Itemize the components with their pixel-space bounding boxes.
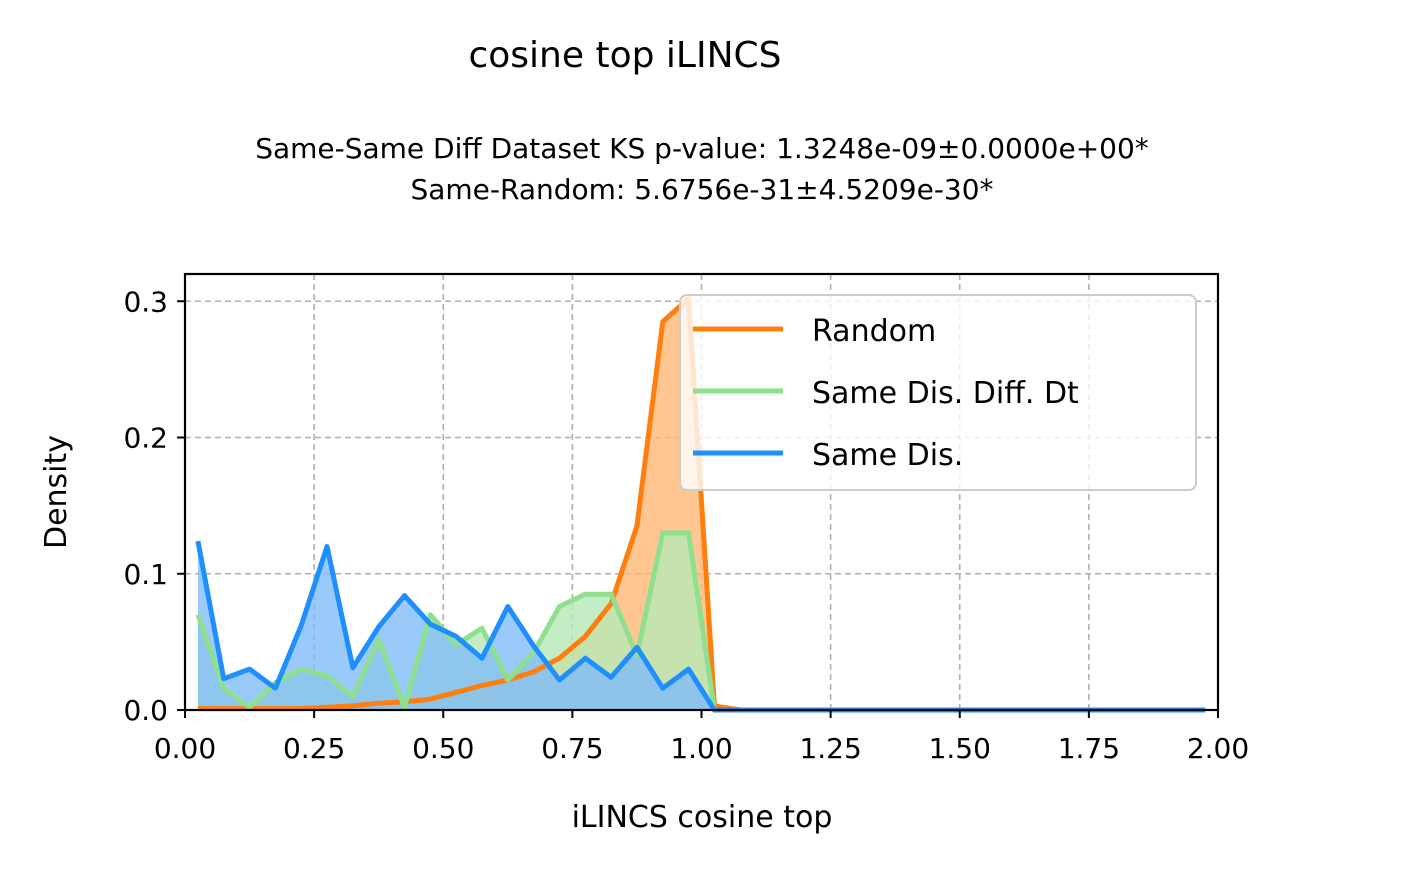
legend-item-same-dis-diff-dt: Same Dis. Diff. Dt: [693, 376, 1079, 411]
y-tick-label: 0.0: [123, 694, 168, 727]
x-tick-label: 1.75: [1058, 732, 1120, 765]
legend-item-random: Random: [693, 314, 936, 349]
x-axis-label: iLINCS cosine top: [572, 800, 833, 835]
x-tick-label: 0.25: [283, 732, 345, 765]
y-tick-label: 0.1: [123, 558, 168, 591]
legend-label-same-dis-diff-dt: Same Dis. Diff. Dt: [812, 376, 1079, 411]
legend: Random Same Dis. Diff. Dt Same Dis.: [679, 294, 1197, 491]
x-tick-label: 1.25: [799, 732, 861, 765]
chart-title: cosine top iLINCS: [468, 35, 781, 76]
legend-item-same-dis: Same Dis.: [693, 438, 963, 473]
x-tick-label: 1.00: [670, 732, 732, 765]
x-tick-label: 2.00: [1187, 732, 1249, 765]
legend-label-random: Random: [812, 314, 936, 349]
x-tick-label: 1.50: [929, 732, 991, 765]
y-tick-label: 0.2: [123, 422, 168, 455]
x-tick-label: 0.00: [154, 732, 216, 765]
x-axis-ticks: 0.00 0.25 0.50 0.75 1.00 1.25 1.50 1.75 2.00: [154, 710, 1249, 765]
legend-label-same-dis: Same Dis.: [812, 438, 963, 473]
legend-box: [679, 294, 1197, 491]
x-tick-label: 0.75: [541, 732, 603, 765]
y-tick-label: 0.3: [123, 285, 168, 318]
y-axis-ticks: 0.0 0.1 0.2 0.3: [123, 285, 185, 727]
chart-subtitle-line-2: Same-Random: 5.6756e-31±4.5209e-30*: [410, 173, 993, 206]
area-fill-same-dis: [197, 541, 1206, 710]
x-tick-label: 0.50: [412, 732, 474, 765]
chart-subtitle-line-1: Same-Same Diff Dataset KS p-value: 1.324…: [255, 132, 1149, 165]
y-axis-label: Density: [39, 435, 74, 549]
